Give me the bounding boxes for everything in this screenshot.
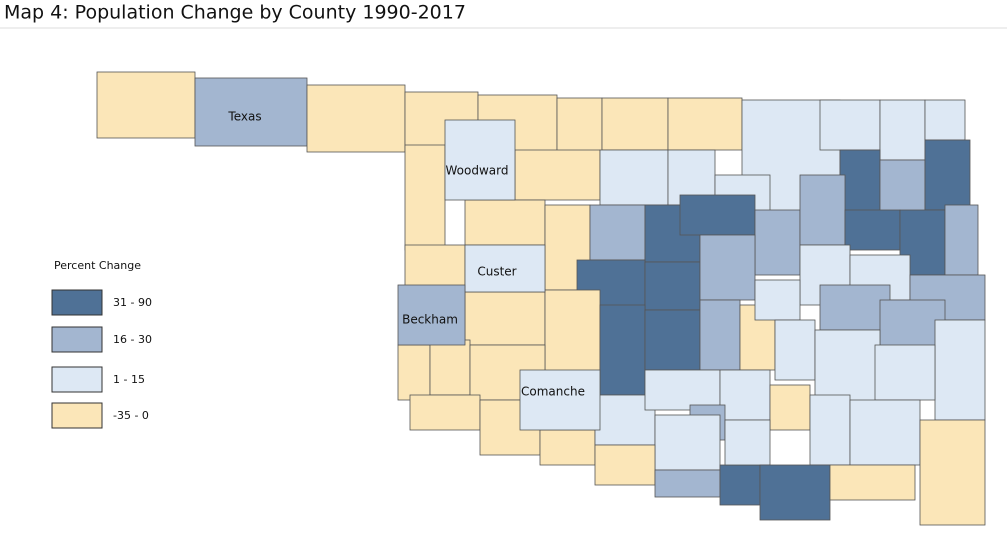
county	[194, 77, 308, 147]
county	[879, 159, 926, 216]
legend-swatch	[51, 289, 103, 316]
county	[654, 469, 721, 498]
county	[397, 284, 466, 346]
county	[924, 99, 966, 141]
legend-label: 1 - 15	[113, 373, 145, 386]
county	[679, 194, 756, 236]
county	[944, 204, 979, 276]
county	[429, 339, 471, 396]
county	[934, 319, 986, 421]
county-label: Texas	[227, 110, 261, 124]
county	[839, 149, 881, 216]
county	[919, 419, 986, 526]
county	[594, 444, 656, 486]
county	[514, 149, 601, 201]
county	[879, 99, 926, 161]
county	[544, 289, 601, 376]
legend: Percent Change 31 - 90 16 - 30 1 - 15 -35 -…	[51, 259, 152, 429]
county	[759, 464, 831, 521]
county	[464, 244, 546, 293]
county	[924, 139, 971, 211]
county	[724, 419, 771, 466]
county	[409, 394, 481, 431]
county	[754, 209, 801, 276]
county	[464, 199, 546, 246]
county	[306, 84, 406, 153]
county	[719, 369, 771, 421]
county	[644, 309, 701, 371]
county	[96, 71, 196, 139]
county	[654, 414, 721, 471]
county	[444, 119, 516, 201]
county	[539, 429, 596, 466]
county	[644, 261, 701, 311]
county	[809, 394, 851, 466]
county	[699, 299, 741, 371]
county	[397, 344, 431, 401]
county	[819, 284, 891, 331]
county-label: Beckham	[402, 313, 458, 327]
county	[404, 244, 466, 291]
legend-label: -35 - 0	[113, 409, 149, 422]
counties	[96, 71, 986, 526]
county	[774, 319, 816, 381]
legend-swatch	[51, 326, 103, 353]
county	[829, 464, 916, 501]
county-labels: Texas Woodward Custer Beckham Comanche	[227, 110, 585, 399]
county	[719, 464, 761, 506]
county	[754, 279, 801, 321]
county	[589, 204, 646, 261]
county	[404, 144, 446, 251]
legend-label: 31 - 90	[113, 296, 152, 309]
legend-swatch	[51, 366, 103, 393]
map-title: Map 4: Population Change by County 1990-…	[4, 2, 466, 24]
county	[599, 149, 669, 206]
county	[464, 291, 546, 346]
county	[519, 369, 601, 431]
legend-label: 16 - 30	[113, 333, 152, 346]
county-label: Comanche	[521, 385, 585, 399]
legend-swatch	[51, 402, 103, 429]
county	[601, 97, 669, 151]
county	[599, 304, 646, 396]
county	[844, 209, 901, 251]
county	[849, 399, 921, 466]
county	[799, 174, 846, 246]
county-label: Custer	[477, 265, 516, 279]
county	[699, 234, 756, 301]
county-label: Woodward	[446, 164, 509, 178]
county	[819, 99, 881, 151]
county	[769, 384, 811, 431]
county	[874, 344, 936, 401]
county	[667, 97, 743, 151]
legend-title: Percent Change	[54, 259, 141, 272]
county	[644, 369, 721, 411]
